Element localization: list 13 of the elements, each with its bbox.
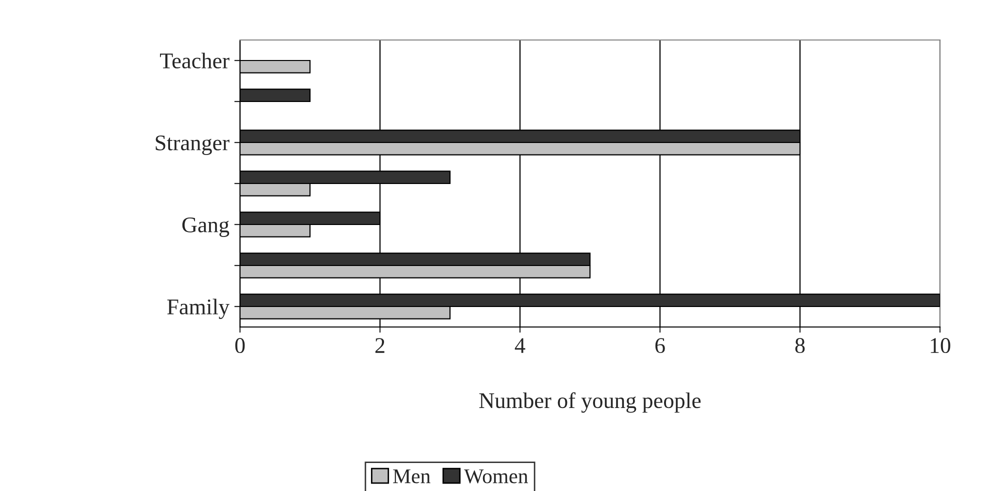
x-axis-title: Number of young people: [479, 392, 701, 413]
x-tick-label: 6: [655, 338, 665, 354]
x-tick-label: 4: [514, 338, 526, 353]
y-tick-label: Gang: [182, 217, 230, 237]
x-tick-label: 10: [930, 338, 950, 354]
legend-label: Women: [464, 469, 528, 484]
x-tick-label: 0: [235, 338, 245, 354]
x-tick-label: 2: [375, 338, 384, 353]
x-tick-label: 8: [795, 338, 805, 354]
legend-label: Men: [393, 469, 430, 484]
y-tick-label: Stranger: [156, 135, 230, 155]
y-tick-label: Teacher: [160, 52, 230, 68]
y-tick-label: Family: [167, 298, 230, 320]
